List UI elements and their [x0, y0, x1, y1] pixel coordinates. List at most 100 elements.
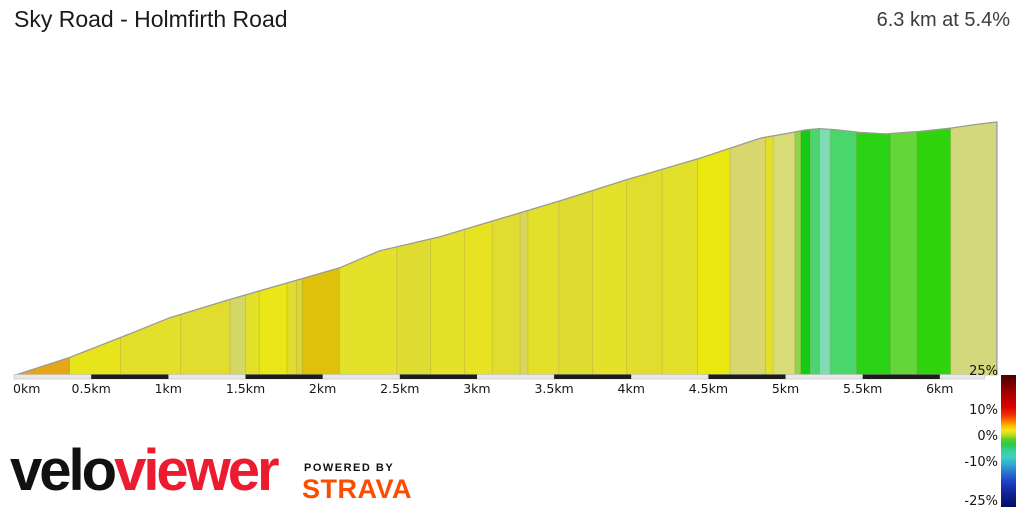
- band-divider: [829, 122, 831, 376]
- axis-scale-bar-dark-segment: [862, 374, 940, 379]
- axis-scale-bar: [13, 374, 985, 380]
- x-tick-label-2km: 2km: [309, 381, 336, 396]
- gradient-band: [773, 122, 795, 376]
- band-divider: [19, 122, 21, 376]
- x-tick-label-1.5km: 1.5km: [226, 381, 265, 396]
- legend-label-10%: 10%: [969, 403, 998, 418]
- band-divider: [286, 122, 288, 376]
- band-divider: [430, 122, 432, 376]
- band-divider: [818, 122, 820, 376]
- band-divider: [697, 122, 698, 376]
- x-tick-label-2.5km: 2.5km: [380, 381, 419, 396]
- legend-label-0%: 0%: [977, 429, 998, 444]
- segment-title: Sky Road - Holmfirth Road: [14, 6, 288, 32]
- x-tick-label-4km: 4km: [618, 381, 645, 396]
- band-divider: [626, 122, 628, 376]
- gradient-band: [730, 122, 766, 376]
- gradient-band: [810, 122, 820, 376]
- gradient-band: [765, 122, 774, 376]
- x-tick-label-5km: 5km: [772, 381, 799, 396]
- gradient-band: [230, 122, 246, 376]
- gradient-band: [14, 122, 21, 376]
- axis-scale-bar-dark-segment: [554, 374, 632, 379]
- band-divider: [950, 122, 952, 376]
- gradient-band: [69, 122, 121, 376]
- gradient-band: [180, 122, 230, 376]
- gradient-band: [396, 122, 431, 376]
- gradient-band: [916, 122, 951, 376]
- axis-scale-bar-dark-segment: [91, 374, 169, 379]
- band-divider: [661, 122, 663, 376]
- band-divider: [69, 122, 70, 376]
- gradient-band: [592, 122, 627, 376]
- gradient-band: [339, 122, 397, 376]
- gradient-band: [287, 122, 297, 376]
- band-divider: [794, 122, 796, 376]
- x-tick-label-3.5km: 3.5km: [534, 381, 573, 396]
- band-divider: [592, 122, 594, 376]
- band-divider: [339, 122, 341, 376]
- gradient-band: [245, 122, 260, 376]
- band-divider: [464, 122, 466, 376]
- band-divider: [800, 122, 802, 376]
- band-divider: [809, 122, 811, 376]
- band-divider: [772, 122, 774, 376]
- band-divider: [258, 122, 260, 376]
- gradient-band: [794, 122, 801, 376]
- legend-label--10%: -10%: [964, 455, 998, 470]
- band-divider: [558, 122, 560, 376]
- strava-logo: STRAVA: [302, 474, 412, 504]
- band-divider: [491, 122, 493, 376]
- gradient-band-group: [14, 122, 997, 376]
- segment-distance-gradient-stat: 6.3 km at 5.4%: [876, 9, 1010, 31]
- x-tick-label-1km: 1km: [155, 381, 182, 396]
- band-divider: [245, 122, 246, 376]
- veloviewer-logo: veloviewer: [10, 442, 280, 500]
- profile-outline: [13, 121, 998, 377]
- axis-scale-bar-dark-segment: [399, 374, 477, 379]
- band-divider: [889, 122, 891, 376]
- gradient-band: [20, 122, 70, 376]
- x-tick-label-6km: 6km: [926, 381, 953, 396]
- gradient-band: [662, 122, 698, 376]
- band-divider: [302, 122, 303, 376]
- gradient-band: [527, 122, 559, 376]
- axis-scale-bar-dark-segment: [245, 374, 323, 379]
- gradient-band: [296, 122, 303, 376]
- band-divider: [729, 122, 731, 376]
- gradient-band: [626, 122, 663, 376]
- axis-scale-bar-dark-segment: [708, 374, 786, 379]
- band-divider: [519, 122, 521, 376]
- x-tick-label-5.5km: 5.5km: [843, 381, 882, 396]
- band-divider: [856, 122, 857, 376]
- gradient-band: [259, 122, 288, 376]
- gradient-band: [558, 122, 593, 376]
- veloviewer-logo-velo: velo: [10, 438, 117, 503]
- gradient-band: [800, 122, 811, 376]
- gradient-band: [856, 122, 891, 376]
- powered-by-label: POWERED BY: [304, 462, 395, 474]
- veloviewer-logo-viewer: viewer: [114, 438, 280, 503]
- gradient-band: [890, 122, 917, 376]
- band-divider: [527, 122, 529, 376]
- band-divider: [916, 122, 918, 376]
- gradient-band: [464, 122, 493, 376]
- x-tick-label-0.5km: 0.5km: [72, 381, 111, 396]
- gradient-band: [492, 122, 521, 376]
- x-tick-label-3km: 3km: [463, 381, 490, 396]
- x-tick-label-0km: 0km: [13, 381, 40, 396]
- band-divider: [396, 122, 398, 376]
- gradient-band: [120, 122, 181, 376]
- x-tick-label-4.5km: 4.5km: [689, 381, 728, 396]
- band-divider: [229, 122, 231, 376]
- band-divider: [764, 122, 766, 376]
- gradient-band: [697, 122, 730, 376]
- gradient-band: [950, 122, 997, 376]
- gradient-band: [520, 122, 528, 376]
- gradient-band: [430, 122, 465, 376]
- band-divider: [295, 122, 297, 376]
- gradient-band: [819, 122, 831, 376]
- legend-label--25%: -25%: [964, 494, 998, 509]
